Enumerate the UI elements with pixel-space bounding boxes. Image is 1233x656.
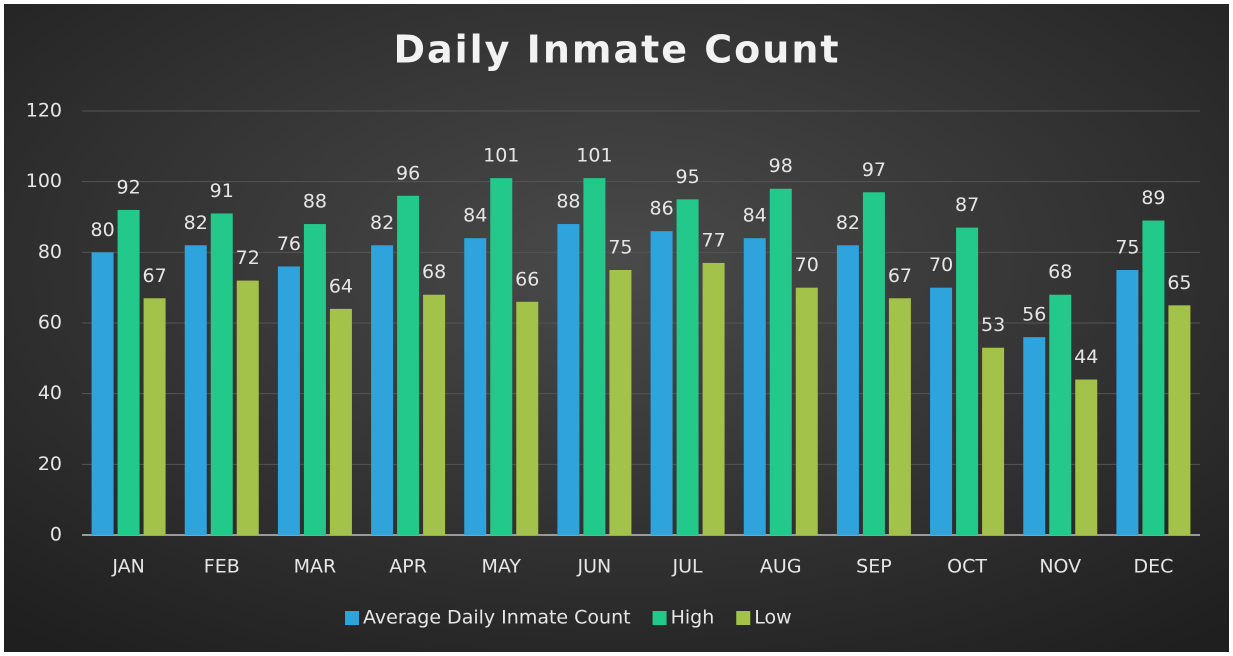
bar — [743, 238, 766, 535]
bar — [557, 224, 580, 536]
x-tick-label: JAN — [111, 556, 144, 578]
bar — [795, 287, 818, 535]
data-label: 56 — [1022, 304, 1046, 326]
data-label: 64 — [329, 275, 353, 297]
data-label: 82 — [836, 212, 860, 234]
data-label: 97 — [862, 159, 886, 181]
bar — [1116, 270, 1139, 535]
legend-swatch — [736, 611, 751, 625]
bar — [490, 178, 513, 535]
y-tick-label: 0 — [50, 524, 62, 546]
bar — [1049, 294, 1072, 535]
data-label: 80 — [90, 219, 114, 241]
x-tick-label: MAY — [481, 556, 521, 578]
legend-label: Average Daily Inmate Count — [363, 607, 631, 629]
data-label: 75 — [1115, 237, 1139, 259]
y-tick-label: 120 — [26, 100, 62, 122]
bar — [210, 213, 233, 535]
y-tick-label: 60 — [38, 312, 62, 334]
data-label: 70 — [795, 254, 819, 276]
data-label: 77 — [701, 229, 725, 251]
x-tick-label: SEP — [856, 556, 892, 578]
bar — [329, 308, 352, 535]
data-label: 82 — [184, 212, 208, 234]
y-tick-label: 20 — [38, 453, 62, 475]
bar — [117, 209, 140, 535]
legend-swatch — [345, 611, 359, 625]
data-label: 87 — [955, 194, 979, 216]
bar — [464, 238, 487, 535]
x-tick-label: OCT — [947, 556, 987, 578]
data-label: 95 — [675, 166, 699, 188]
bar — [583, 178, 606, 535]
data-label: 82 — [370, 212, 394, 234]
x-tick-label: JUN — [577, 556, 612, 578]
bar — [1023, 337, 1046, 535]
x-tick-label: DEC — [1133, 556, 1173, 578]
data-label: 72 — [236, 247, 260, 269]
legend-swatch — [652, 611, 667, 625]
bar — [930, 287, 953, 535]
bar — [236, 280, 259, 535]
data-label: 75 — [608, 237, 632, 259]
data-label: 84 — [463, 205, 487, 227]
data-label: 96 — [396, 162, 420, 184]
data-label: 66 — [515, 268, 539, 290]
data-label: 67 — [888, 265, 912, 287]
data-label: 65 — [1167, 272, 1191, 294]
bar — [303, 224, 326, 536]
data-label: 67 — [142, 265, 166, 287]
legend-label: Low — [754, 607, 791, 629]
data-label: 101 — [576, 145, 612, 167]
bar — [676, 199, 699, 536]
y-tick-label: 40 — [38, 382, 62, 404]
data-label: 53 — [981, 314, 1005, 336]
x-tick-label: APR — [389, 556, 427, 578]
data-label: 101 — [483, 145, 519, 167]
bar — [184, 245, 207, 535]
data-label: 92 — [116, 176, 140, 198]
data-label: 88 — [303, 191, 327, 213]
y-tick-label: 80 — [38, 241, 62, 263]
data-label: 89 — [1141, 187, 1165, 209]
bar — [609, 270, 632, 535]
data-label: 76 — [277, 233, 301, 255]
data-label: 91 — [210, 180, 234, 202]
bar — [277, 266, 300, 535]
data-label: 70 — [929, 254, 953, 276]
bar — [769, 188, 792, 535]
bar — [371, 245, 394, 535]
x-tick-label: AUG — [760, 556, 802, 578]
bar — [91, 252, 114, 536]
bar — [1142, 220, 1165, 536]
bar — [1168, 305, 1191, 535]
legend-label: High — [671, 607, 715, 629]
bar — [423, 294, 446, 535]
chart-title: Daily Inmate Count — [393, 28, 840, 72]
y-tick-label: 100 — [26, 170, 62, 192]
bar — [982, 347, 1005, 535]
bar — [143, 298, 166, 535]
bar — [956, 227, 979, 535]
bar — [702, 262, 725, 535]
data-label: 98 — [769, 155, 793, 177]
data-label: 44 — [1074, 346, 1098, 368]
data-label: 86 — [649, 198, 673, 220]
bar — [836, 245, 859, 535]
data-label: 68 — [422, 261, 446, 283]
bar — [888, 298, 911, 535]
data-label: 88 — [556, 191, 580, 213]
bar — [862, 192, 885, 535]
x-tick-label: JUL — [672, 556, 704, 578]
x-tick-label: FEB — [204, 556, 240, 578]
x-tick-label: NOV — [1039, 556, 1081, 578]
bar — [516, 301, 539, 535]
x-tick-label: MAR — [294, 556, 337, 578]
data-label: 68 — [1048, 261, 1072, 283]
bar — [1075, 379, 1098, 535]
data-label: 84 — [743, 205, 767, 227]
bar — [397, 195, 420, 536]
bar — [650, 231, 673, 535]
